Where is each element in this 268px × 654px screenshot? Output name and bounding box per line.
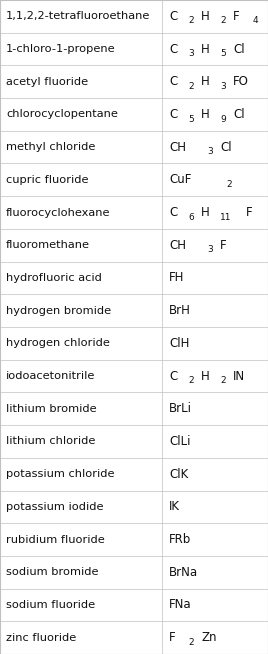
Text: H: H	[201, 10, 210, 23]
Text: H: H	[201, 43, 210, 56]
Text: H: H	[201, 75, 210, 88]
Text: IK: IK	[169, 500, 180, 513]
Text: potassium chloride: potassium chloride	[6, 469, 114, 479]
Text: 2: 2	[188, 638, 194, 647]
Text: lithium chloride: lithium chloride	[6, 436, 95, 447]
Text: BrNa: BrNa	[169, 566, 198, 579]
Text: C: C	[169, 206, 177, 219]
Text: C: C	[169, 75, 177, 88]
Text: CH: CH	[169, 239, 186, 252]
Text: H: H	[201, 108, 210, 121]
Text: ClK: ClK	[169, 468, 188, 481]
Text: lithium bromide: lithium bromide	[6, 404, 97, 414]
Text: hydrogen chloride: hydrogen chloride	[6, 338, 110, 349]
Text: 5: 5	[188, 114, 194, 124]
Text: C: C	[169, 43, 177, 56]
Text: 3: 3	[220, 82, 226, 91]
Text: ClH: ClH	[169, 337, 189, 350]
Text: 5: 5	[220, 49, 226, 58]
Text: Cl: Cl	[233, 108, 245, 121]
Text: sodium fluoride: sodium fluoride	[6, 600, 95, 610]
Text: 9: 9	[220, 114, 226, 124]
Text: hydrogen bromide: hydrogen bromide	[6, 305, 111, 316]
Text: H: H	[201, 206, 210, 219]
Text: fluorocyclohexane: fluorocyclohexane	[6, 207, 110, 218]
Text: rubidium fluoride: rubidium fluoride	[6, 534, 105, 545]
Text: 4: 4	[252, 16, 258, 26]
Text: fluoromethane: fluoromethane	[6, 240, 90, 250]
Text: Zn: Zn	[201, 631, 217, 644]
Text: iodoacetonitrile: iodoacetonitrile	[6, 371, 95, 381]
Text: 6: 6	[188, 213, 194, 222]
Text: CuF: CuF	[169, 173, 192, 186]
Text: cupric fluoride: cupric fluoride	[6, 175, 88, 185]
Text: 3: 3	[188, 49, 194, 58]
Text: F: F	[233, 10, 240, 23]
Text: CH: CH	[169, 141, 186, 154]
Text: acetyl fluoride: acetyl fluoride	[6, 77, 88, 87]
Text: hydrofluoric acid: hydrofluoric acid	[6, 273, 102, 283]
Text: F: F	[220, 239, 227, 252]
Text: 2: 2	[188, 376, 194, 385]
Text: Cl: Cl	[233, 43, 245, 56]
Text: 3: 3	[207, 245, 213, 254]
Text: FH: FH	[169, 271, 184, 284]
Text: zinc fluoride: zinc fluoride	[6, 632, 76, 643]
Text: F: F	[169, 631, 176, 644]
Text: methyl chloride: methyl chloride	[6, 142, 95, 152]
Text: sodium bromide: sodium bromide	[6, 567, 99, 577]
Text: BrLi: BrLi	[169, 402, 192, 415]
Text: 2: 2	[220, 376, 226, 385]
Text: ClLi: ClLi	[169, 435, 191, 448]
Text: H: H	[201, 370, 210, 383]
Text: C: C	[169, 10, 177, 23]
Text: BrH: BrH	[169, 304, 191, 317]
Text: potassium iodide: potassium iodide	[6, 502, 103, 512]
Text: 1,1,2,2-tetrafluoroethane: 1,1,2,2-tetrafluoroethane	[6, 11, 150, 22]
Text: 3: 3	[207, 147, 213, 156]
Text: FNa: FNa	[169, 598, 192, 611]
Text: FO: FO	[233, 75, 249, 88]
Text: C: C	[169, 370, 177, 383]
Text: 2: 2	[188, 16, 194, 26]
Text: FRb: FRb	[169, 533, 191, 546]
Text: 2: 2	[188, 82, 194, 91]
Text: 2: 2	[226, 180, 232, 189]
Text: chlorocyclopentane: chlorocyclopentane	[6, 109, 118, 120]
Text: IN: IN	[233, 370, 245, 383]
Text: 1-chloro-1-propene: 1-chloro-1-propene	[6, 44, 116, 54]
Text: 11: 11	[220, 213, 232, 222]
Text: Cl: Cl	[220, 141, 232, 154]
Text: C: C	[169, 108, 177, 121]
Text: 2: 2	[220, 16, 226, 26]
Text: F: F	[246, 206, 253, 219]
